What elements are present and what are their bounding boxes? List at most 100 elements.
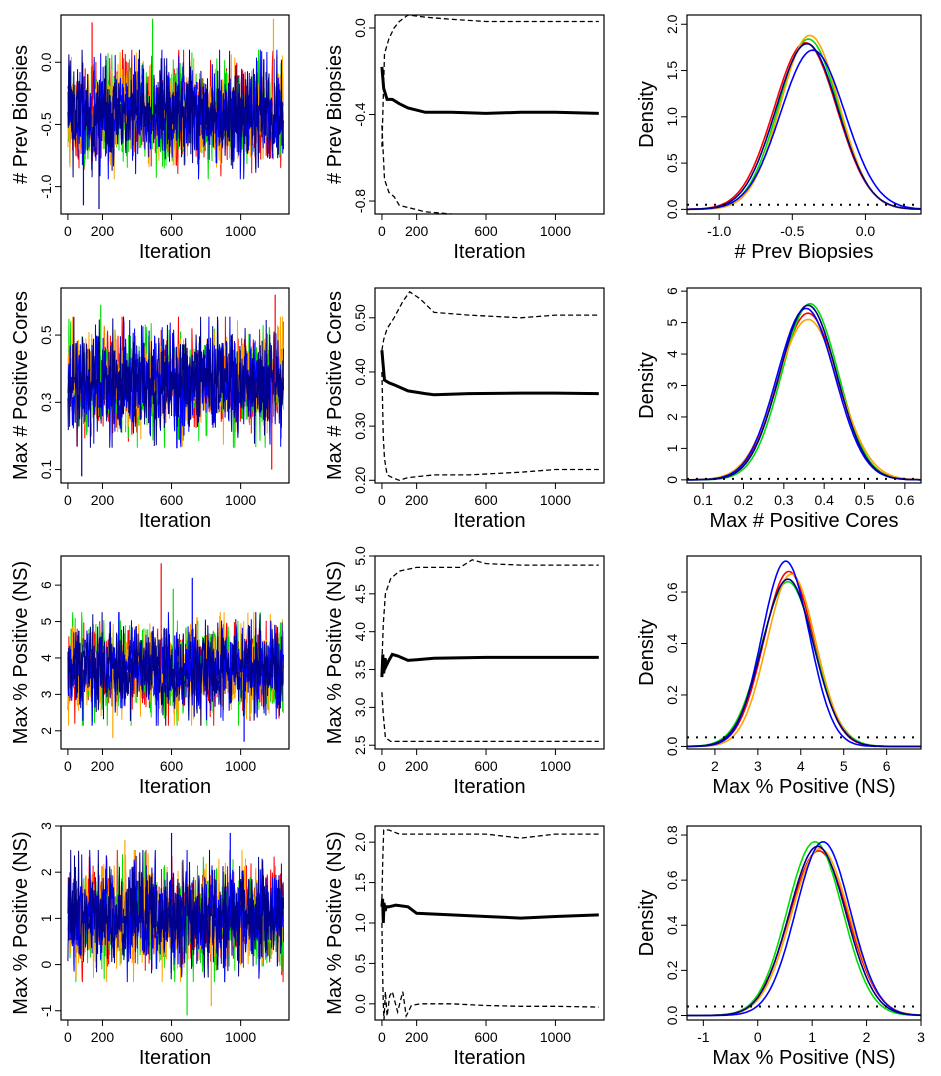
y-tick-label: 3 (38, 690, 54, 698)
y-tick-label: 4.5 (352, 584, 368, 604)
y-tick-label: 0.2 (664, 960, 680, 980)
y-tick-label: 0.0 (352, 18, 368, 38)
upper-interval-line (381, 559, 599, 663)
density-chain-3 (687, 34, 921, 211)
x-tick-label: 1000 (225, 1029, 256, 1045)
y-axis-title: Max # Positive Cores (324, 291, 346, 480)
y-tick-label: 0.50 (352, 304, 368, 331)
x-tick-label: 1000 (540, 492, 571, 508)
panel-r4-running-mean: 0 200 600 1000 0.0 0.5 1.0 1.5 2.0 Iteration Max %… (324, 825, 605, 1069)
y-tick-label: 0.0 (664, 199, 680, 219)
lower-interval-line (381, 922, 599, 1020)
y-tick-label: 3.0 (352, 697, 368, 717)
x-tick-label: 5 (840, 758, 848, 774)
x-tick-label: 600 (160, 758, 184, 774)
x-tick-label: 600 (160, 223, 184, 239)
x-tick-label: 0 (754, 1029, 762, 1045)
y-tick-label: 2 (38, 727, 54, 735)
y-axis-title: Max % Positive (NS) (324, 561, 346, 744)
x-tick-label: 0.6 (895, 492, 915, 508)
plot-area (380, 290, 599, 481)
y-tick-label: 6 (38, 581, 54, 589)
panel-r2-running-mean: 0 200 600 1000 0.20 0.30 0.40 0.50 Iteration Max … (324, 287, 605, 532)
x-tick-label: 1000 (225, 758, 256, 774)
y-tick-label: 2 (664, 413, 680, 421)
y-tick-label: 1.5 (664, 61, 680, 81)
x-tick-label: 1000 (225, 223, 256, 239)
y-tick-label: 0.0 (38, 52, 54, 72)
y-tick-label: 0.4 (664, 634, 680, 654)
plot-frame (686, 287, 922, 484)
x-axis-title: Iteration (453, 510, 525, 532)
x-tick-label: 1000 (540, 758, 571, 774)
y-tick-label: 3 (38, 822, 54, 830)
density-chain-2 (687, 840, 921, 1017)
lower-interval-line (381, 371, 599, 481)
x-tick-label: 200 (405, 758, 429, 774)
plot-area (687, 840, 921, 1017)
x-tick-label: 0.1 (693, 492, 713, 508)
x-tick-label: 600 (474, 758, 498, 774)
x-tick-label: 0.4 (814, 492, 834, 508)
y-tick-label: 1 (664, 444, 680, 452)
y-tick-label: 0.3 (38, 392, 54, 412)
y-axis-title: Max % Positive (NS) (324, 831, 346, 1014)
y-axis-title: Density (636, 81, 658, 148)
density-chain-3 (687, 847, 921, 1017)
density-chain-3 (687, 318, 921, 481)
plot-area (67, 563, 284, 742)
y-tick-label: 1 (38, 914, 54, 922)
x-tick-label: 200 (91, 223, 115, 239)
plot-frame (60, 287, 290, 484)
y-axis-title: Density (636, 619, 658, 686)
trace-chain-5 (67, 316, 284, 448)
x-axis-title: Max % Positive (NS) (712, 1047, 895, 1069)
x-tick-label: 600 (160, 492, 184, 508)
y-tick-label: 3 (664, 381, 680, 389)
trace-chain-5 (67, 612, 284, 726)
lower-interval-line (381, 692, 599, 743)
plot-frame (686, 14, 922, 215)
y-tick-label: 0.40 (352, 358, 368, 385)
running-mean-line (380, 350, 599, 397)
plot-frame (374, 825, 605, 1021)
y-tick-label: 5.0 (352, 546, 368, 566)
y-tick-label: 0.0 (352, 994, 368, 1014)
y-tick-label: 0.0 (664, 736, 680, 756)
plot-area (67, 832, 284, 1016)
y-tick-label: 0.20 (352, 466, 368, 493)
y-tick-label: -0.5 (38, 112, 54, 136)
plot-area (67, 294, 284, 477)
x-tick-label: -0.5 (780, 223, 804, 239)
y-axis-title: Density (636, 890, 658, 957)
x-tick-label: 0.2 (734, 492, 754, 508)
x-tick-label: -1.0 (707, 223, 731, 239)
x-tick-label: 2 (711, 758, 719, 774)
plot-frame (60, 825, 290, 1021)
x-tick-label: 0 (64, 492, 72, 508)
panel-r3-density: 2 3 4 5 6 0.0 0.2 0.4 0.6 Max % Positive (NS) Dens… (636, 555, 922, 798)
y-tick-label: 3.5 (352, 660, 368, 680)
density-chain-5 (687, 42, 921, 211)
y-tick-label: 0.1 (38, 460, 54, 480)
panel-r1-density: -1.0 -0.5 0.0 0.0 0.5 1.0 1.5 2.0 # Prev Biopsie… (636, 14, 922, 263)
y-tick-label: 4 (38, 654, 54, 662)
y-tick-label: 0.0 (664, 1006, 680, 1026)
x-tick-label: 200 (405, 492, 429, 508)
plot-area (380, 15, 599, 214)
x-tick-label: 1000 (225, 492, 256, 508)
x-axis-title: Iteration (453, 1047, 525, 1069)
x-axis-title: Max % Positive (NS) (712, 776, 895, 798)
x-tick-label: 600 (474, 1029, 498, 1045)
x-tick-label: 0.5 (855, 492, 875, 508)
density-chain-2 (687, 302, 921, 481)
x-axis-title: Iteration (139, 776, 211, 798)
panel-r1-running-mean: 0 200 600 1000 -0.8 -0.4 0.0 Iteration # Prev Bi… (324, 14, 605, 263)
y-tick-label: -0.4 (352, 102, 368, 126)
x-tick-label: 0 (378, 492, 386, 508)
x-tick-label: 0 (64, 758, 72, 774)
trace-chain-5 (67, 49, 284, 178)
running-mean-line (380, 66, 599, 115)
x-tick-label: 4 (797, 758, 805, 774)
